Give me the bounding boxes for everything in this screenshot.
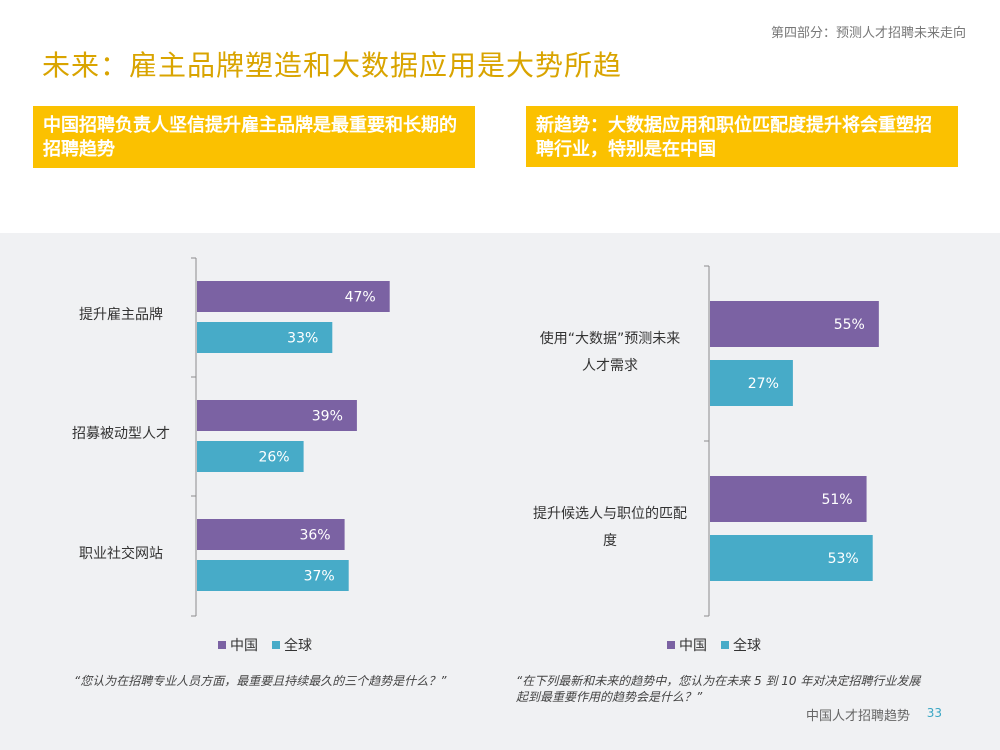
chart-2-bar-global-2 [710,535,873,581]
chart-1-value-label-china-2: 39% [312,409,343,425]
left-category-label-1: 提升雇主品牌 [79,307,163,323]
legend-swatch-global [721,641,729,649]
left-category-label-2: 招募被动型人才 [72,426,170,442]
headline-right: 新趋势：大数据应用和职位匹配度提升将会重塑招聘行业，特别是在中国 [526,106,958,167]
legend-item-global: 全球 [721,635,761,655]
chart-1-value-label-global-3: 37% [304,569,335,585]
right-footnote: “在下列最新和未来的趋势中，您认为在未来 5 到 10 年对决定招聘行业发展起到… [516,674,921,704]
legend-item-china: 中国 [667,635,707,655]
chart-1-value-label-china-1: 47% [345,290,376,306]
chart-2-bar-china-2 [710,476,867,522]
legend-swatch-global [272,641,280,649]
chart-2-bar-china-1 [710,301,879,347]
chart-1-bar-global-3 [197,560,349,591]
right-legend: 中国 全球 [667,635,769,655]
footer-report-title: 中国人才招聘趋势 [805,709,910,724]
legend-label-global: 全球 [284,638,312,654]
left-legend: 中国 全球 [218,635,320,655]
chart-2-value-label-global-1: 27% [748,376,779,392]
chart-1-bar-global-2 [197,441,304,472]
right-category-label-2-line-1: 提升候选人与职位的匹配 [533,506,687,522]
chart-1-bar-china-2 [197,400,357,431]
right-category-label-1-line-2: 人才需求 [582,358,638,374]
left-category-label-3: 职业社交网站 [79,546,163,562]
legend-swatch-china [667,641,675,649]
chart-1-bar-global-1 [197,322,333,353]
right-category-label-1-line-1: 使用“大数据”预测未来 [539,331,681,347]
chart-2-value-label-china-2: 51% [821,492,852,508]
legend-item-china: 中国 [218,635,258,655]
section-label: 第四部分：预测人才招聘未来走向 [770,26,966,41]
chart-1-value-label-global-1: 33% [287,331,318,347]
chart-2-value-label-china-1: 55% [834,317,865,333]
left-footnote: “您认为在招聘专业人员方面，最重要且持续最久的三个趋势是什么？” [74,674,447,688]
right-category-label-2-line-2: 度 [603,533,617,549]
chart-2-value-label-global-2: 53% [828,551,859,567]
legend-label-global: 全球 [733,638,761,654]
legend-label-china: 中国 [230,638,258,654]
legend-swatch-china [218,641,226,649]
chart-1-bar-china-1 [197,281,390,312]
right-category-label-1: 使用“大数据”预测未来 人才需求 [518,326,702,380]
headline-left: 中国招聘负责人坚信提升雇主品牌是最重要和长期的招聘趋势 [33,106,475,168]
chart-2-bar-global-1 [710,360,793,406]
page-title: 未来：雇主品牌塑造和大数据应用是大势所趋 [42,49,623,82]
legend-item-global: 全球 [272,635,312,655]
right-category-label-2: 提升候选人与职位的匹配 度 [518,501,702,555]
chart-1-value-label-global-2: 26% [258,450,289,466]
legend-label-china: 中国 [679,638,707,654]
page-number: 33 [926,706,942,720]
chart-1-value-label-china-3: 36% [299,528,330,544]
chart-1-bar-china-3 [197,519,345,550]
